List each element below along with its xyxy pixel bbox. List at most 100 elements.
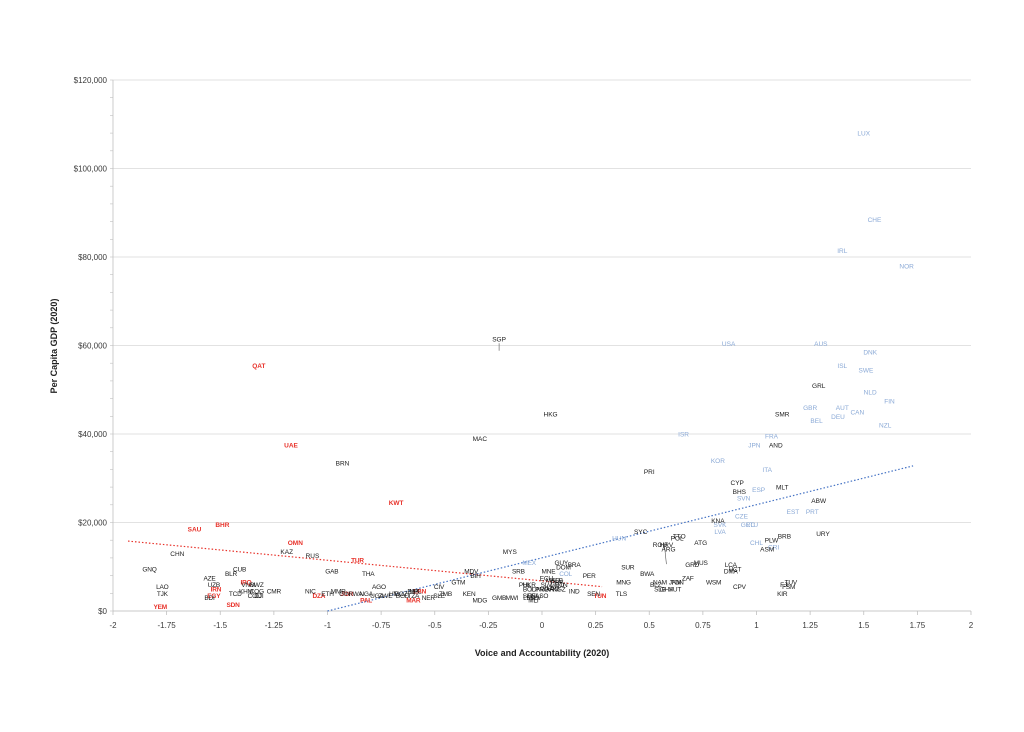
point-label-cmr: CMR [267, 589, 282, 596]
point-label-blz: BLZ [650, 582, 662, 589]
point-label-gtm: GTM [451, 580, 465, 587]
point-label-zwe: ZWE [378, 593, 393, 600]
point-label-irq: IRQ [241, 580, 252, 587]
point-label-nzl: NZL [879, 423, 892, 430]
point-label-dma: DMA [724, 569, 739, 576]
point-label-mne: MNE [542, 569, 557, 576]
point-label-mar: MAR [406, 597, 421, 604]
point-label-slv: SLV [541, 582, 553, 589]
point-label-nld: NLD [864, 389, 877, 396]
point-label-cpv: CPV [733, 584, 747, 591]
point-label-cri: CRI [768, 544, 779, 551]
point-label-tto: TTO [673, 533, 686, 540]
x-tick-label: -2 [109, 621, 117, 630]
point-label-chl: CHL [750, 540, 763, 547]
point-label-cub: CUB [233, 566, 246, 573]
point-label-rou: ROU [653, 542, 668, 549]
point-label-bol: BOL [523, 586, 536, 593]
point-label-mdg: MDG [473, 597, 488, 604]
point-label-dom: DOM [556, 564, 571, 571]
point-label-lva: LVA [714, 529, 726, 536]
point-label-lbn: LBN [413, 589, 426, 596]
point-label-bhr: BHR [215, 522, 229, 529]
point-label-bhs: BHS [733, 489, 747, 496]
point-label-sur: SUR [621, 564, 635, 571]
point-label-gbr: GBR [803, 405, 817, 412]
point-label-grl: GRL [812, 383, 826, 390]
point-label-arm: ARM [546, 586, 560, 593]
point-label-cze: CZE [735, 513, 749, 520]
point-label-btn: BTN [555, 582, 568, 589]
point-label-col: COL [559, 571, 572, 578]
point-label-rus: RUS [306, 553, 320, 560]
point-label-dnk: DNK [863, 350, 877, 357]
point-label-bdi: BDI [204, 595, 215, 602]
y-axis-title: Per Capita GDP (2020) [49, 299, 59, 394]
point-label-alb: ALB [551, 578, 563, 585]
point-label-mdv: MDV [464, 569, 479, 576]
point-label-bwa: BWA [640, 571, 655, 578]
point-label-tur: TUR [351, 558, 364, 565]
gridlines [113, 79, 971, 612]
point-label-lbr: LBR [523, 595, 536, 602]
point-label-mlt: MLT [776, 485, 789, 492]
y-tick-label: $0 [98, 607, 107, 616]
point-label-gin: GIN [339, 591, 350, 598]
point-label-mda: MDA [539, 586, 554, 593]
point-label-ukr: UKR [523, 582, 537, 589]
point-label-phl: PHL [519, 582, 532, 589]
point-label-zmb: ZMB [439, 591, 452, 598]
point-label-cod: COD [248, 593, 262, 600]
trendline-mena [127, 540, 603, 588]
point-label-mac: MAC [473, 436, 488, 443]
point-label-gab: GAB [325, 569, 338, 576]
point-label-lca: LCA [725, 562, 738, 569]
point-label-kor: KOR [711, 458, 725, 465]
point-label-grd: GRD [685, 562, 699, 569]
x-tick-label: 1 [754, 621, 759, 630]
point-label-tcd: TCD [229, 591, 242, 598]
point-label-mli: MLI [528, 597, 539, 604]
x-tick-label: -1.5 [213, 621, 227, 630]
point-label-mus: MUS [694, 560, 709, 567]
point-label-che: CHE [868, 217, 882, 224]
point-label-tuv: TUV [785, 580, 798, 587]
point-label-chn: CHN [170, 551, 184, 558]
point-label-bih: BIH [470, 573, 481, 580]
point-label-cyp: CYP [731, 480, 744, 487]
y-tick-label: $80,000 [78, 253, 107, 262]
y-tick-label: $20,000 [78, 519, 107, 528]
point-label-and: AND [769, 443, 783, 450]
point-label-ner: NER [422, 595, 436, 602]
x-tick-label: -0.75 [372, 621, 391, 630]
point-label-esp: ESP [752, 487, 765, 494]
axes: $0 $20,000 $40,000 $60,000 $80,000 $100,000 $1… [74, 76, 974, 630]
point-label-nic: NIC [305, 589, 316, 596]
point-label-dza: DZA [313, 593, 326, 600]
point-label-sau: SAU [188, 527, 202, 534]
point-label-ind: IND [569, 589, 580, 596]
point-label-blr: BLR [225, 571, 238, 578]
point-label-gnq: GNQ [142, 566, 156, 573]
x-tick-label: 1.75 [910, 621, 926, 630]
point-label-jam: JAM [669, 580, 681, 587]
point-label-srb: SRB [512, 569, 525, 576]
point-label-jor: JOR [340, 591, 353, 598]
point-label-dji: DJI [254, 593, 264, 600]
point-label-bfa: BFA [528, 593, 541, 600]
point-label-abw: ABW [811, 498, 827, 505]
leader-line [663, 543, 667, 565]
point-label-moz: MOZ [394, 591, 408, 598]
point-label-usa: USA [722, 341, 736, 348]
point-label-fji: FJI [780, 582, 789, 589]
point-label-hti: HTI [389, 591, 399, 598]
y-tick-label: $40,000 [78, 430, 107, 439]
point-label-nga: NGA [359, 591, 373, 598]
point-label-idn: IDN [530, 586, 541, 593]
point-label-civ: CIV [434, 584, 445, 591]
point-label-yem: YEM [153, 604, 167, 611]
point-label-aze: AZE [204, 575, 217, 582]
